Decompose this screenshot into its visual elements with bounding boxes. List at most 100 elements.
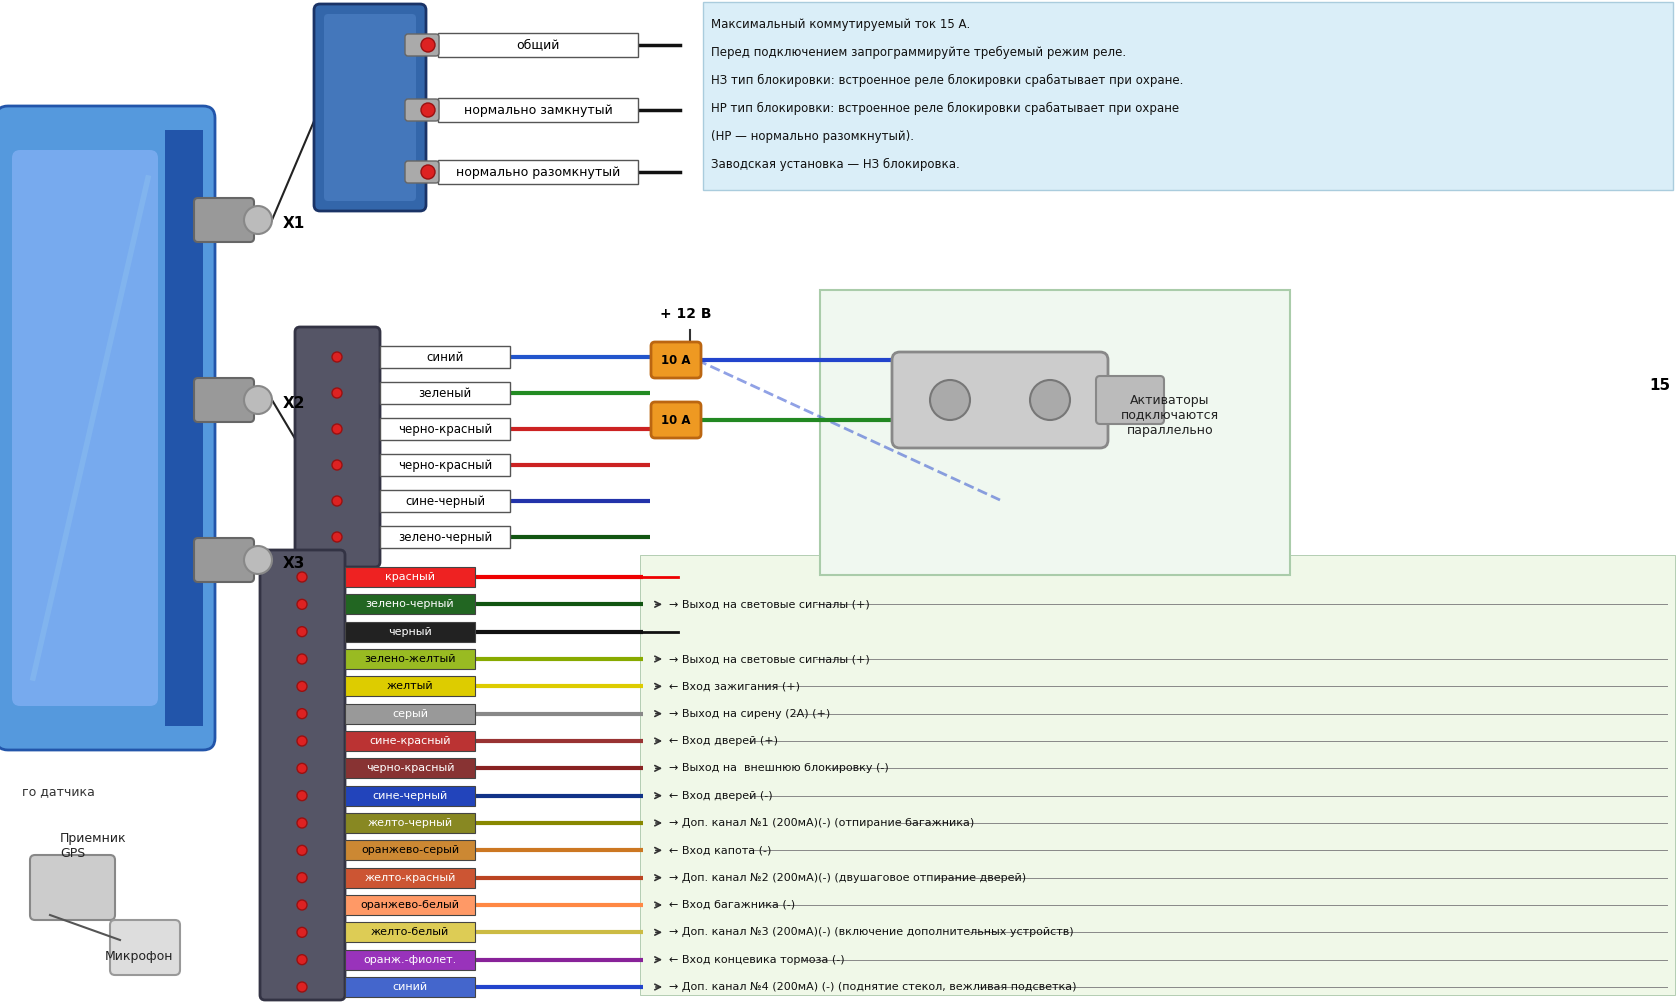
FancyBboxPatch shape xyxy=(438,98,638,122)
Text: зелено-черный: зелено-черный xyxy=(398,530,492,543)
Text: НР тип блокировки: встроенное реле блокировки срабатывает при охране: НР тип блокировки: встроенное реле блоки… xyxy=(711,102,1178,115)
Text: X3: X3 xyxy=(282,555,306,570)
Text: (НР — нормально разомкнутый).: (НР — нормально разомкнутый). xyxy=(711,130,914,143)
Text: желто-белый: желто-белый xyxy=(371,928,449,938)
Text: черно-красный: черно-красный xyxy=(366,764,454,774)
Text: ← Вход концевика тормоза (-): ← Вход концевика тормоза (-) xyxy=(669,955,843,965)
Circle shape xyxy=(333,424,341,434)
Text: го датчика: го датчика xyxy=(22,785,94,798)
FancyBboxPatch shape xyxy=(344,649,475,669)
Text: красный: красный xyxy=(385,572,435,582)
FancyBboxPatch shape xyxy=(405,161,438,183)
FancyBboxPatch shape xyxy=(344,840,475,860)
Circle shape xyxy=(297,982,307,992)
FancyBboxPatch shape xyxy=(344,813,475,833)
FancyBboxPatch shape xyxy=(344,977,475,997)
Text: общий: общий xyxy=(516,38,559,51)
Text: Активаторы
подключаются
параллельно: Активаторы подключаются параллельно xyxy=(1121,393,1218,437)
Text: X2: X2 xyxy=(282,395,306,410)
Circle shape xyxy=(420,38,435,52)
FancyBboxPatch shape xyxy=(193,198,254,242)
Circle shape xyxy=(297,708,307,718)
Circle shape xyxy=(297,654,307,664)
FancyBboxPatch shape xyxy=(650,402,701,438)
Text: Приемник
GPS: Приемник GPS xyxy=(60,832,126,860)
Text: зелено-черный: зелено-черный xyxy=(366,600,454,610)
Circle shape xyxy=(297,818,307,828)
Text: → Доп. канал №1 (200мА)(-) (отпирание багажника): → Доп. канал №1 (200мА)(-) (отпирание ба… xyxy=(669,818,974,828)
FancyBboxPatch shape xyxy=(344,676,475,696)
FancyBboxPatch shape xyxy=(640,555,1673,995)
Text: → Выход на световые сигналы (+): → Выход на световые сигналы (+) xyxy=(669,654,869,664)
FancyBboxPatch shape xyxy=(193,538,254,582)
FancyBboxPatch shape xyxy=(344,759,475,779)
Circle shape xyxy=(333,532,341,542)
FancyBboxPatch shape xyxy=(314,4,425,211)
FancyBboxPatch shape xyxy=(892,352,1107,448)
Text: черно-красный: черно-красный xyxy=(398,459,492,472)
Circle shape xyxy=(297,572,307,582)
Text: Максимальный коммутируемый ток 15 А.: Максимальный коммутируемый ток 15 А. xyxy=(711,18,969,31)
FancyBboxPatch shape xyxy=(380,526,509,548)
Text: Перед подключением запрограммируйте требуемый режим реле.: Перед подключением запрограммируйте треб… xyxy=(711,46,1126,59)
Circle shape xyxy=(333,352,341,362)
Circle shape xyxy=(297,872,307,882)
FancyBboxPatch shape xyxy=(260,550,344,1000)
FancyBboxPatch shape xyxy=(380,382,509,404)
FancyBboxPatch shape xyxy=(344,786,475,806)
Text: синий: синий xyxy=(427,350,464,363)
FancyBboxPatch shape xyxy=(12,150,158,706)
Text: X1: X1 xyxy=(282,215,306,230)
FancyBboxPatch shape xyxy=(344,622,475,642)
Text: ← Вход зажигания (+): ← Вход зажигания (+) xyxy=(669,681,800,691)
FancyBboxPatch shape xyxy=(344,950,475,970)
Text: серый: серый xyxy=(391,708,428,718)
Text: желтый: желтый xyxy=(386,681,433,691)
Circle shape xyxy=(929,380,969,420)
FancyBboxPatch shape xyxy=(109,920,180,975)
Text: → Выход на световые сигналы (+): → Выход на световые сигналы (+) xyxy=(669,600,869,610)
Circle shape xyxy=(244,386,272,414)
FancyBboxPatch shape xyxy=(702,2,1672,190)
FancyBboxPatch shape xyxy=(380,454,509,476)
FancyBboxPatch shape xyxy=(380,346,509,368)
FancyBboxPatch shape xyxy=(405,99,438,121)
Text: → Выход на  внешнюю блокировку (-): → Выход на внешнюю блокировку (-) xyxy=(669,764,889,774)
FancyBboxPatch shape xyxy=(344,867,475,887)
FancyBboxPatch shape xyxy=(324,14,415,201)
Text: Заводская установка — НЗ блокировка.: Заводская установка — НЗ блокировка. xyxy=(711,158,959,171)
Text: сине-черный: сине-черный xyxy=(373,791,447,801)
FancyBboxPatch shape xyxy=(405,34,438,56)
Circle shape xyxy=(297,600,307,610)
Circle shape xyxy=(297,681,307,691)
Circle shape xyxy=(1030,380,1070,420)
Text: нормально замкнутый: нормально замкнутый xyxy=(464,104,612,117)
FancyBboxPatch shape xyxy=(438,160,638,184)
FancyBboxPatch shape xyxy=(344,731,475,751)
Text: сине-черный: сине-черный xyxy=(405,495,486,507)
Circle shape xyxy=(244,206,272,234)
Circle shape xyxy=(333,496,341,506)
Text: оранж.-фиолет.: оранж.-фиолет. xyxy=(363,955,457,965)
Text: оранжево-белый: оранжево-белый xyxy=(360,900,459,910)
FancyBboxPatch shape xyxy=(165,130,203,726)
Text: оранжево-серый: оранжево-серый xyxy=(361,845,459,855)
FancyBboxPatch shape xyxy=(344,923,475,943)
FancyBboxPatch shape xyxy=(344,595,475,615)
Text: зелено-желтый: зелено-желтый xyxy=(365,654,455,664)
Text: синий: синий xyxy=(391,982,427,992)
FancyBboxPatch shape xyxy=(30,855,114,920)
FancyBboxPatch shape xyxy=(1095,376,1163,424)
FancyBboxPatch shape xyxy=(438,33,638,57)
Circle shape xyxy=(420,103,435,117)
Text: 10 А: 10 А xyxy=(660,413,690,427)
Text: зеленый: зеленый xyxy=(418,386,472,399)
Text: → Выход на сирену (2А) (+): → Выход на сирену (2А) (+) xyxy=(669,708,830,718)
FancyBboxPatch shape xyxy=(344,567,475,586)
Text: желто-красный: желто-красный xyxy=(365,872,455,882)
FancyBboxPatch shape xyxy=(193,378,254,422)
Text: 15: 15 xyxy=(1648,377,1668,392)
Text: → Доп. канал №3 (200мА)(-) (включение дополнительных устройств): → Доп. канал №3 (200мА)(-) (включение до… xyxy=(669,928,1074,938)
FancyBboxPatch shape xyxy=(380,418,509,440)
Text: ← Вход дверей (-): ← Вход дверей (-) xyxy=(669,791,773,801)
